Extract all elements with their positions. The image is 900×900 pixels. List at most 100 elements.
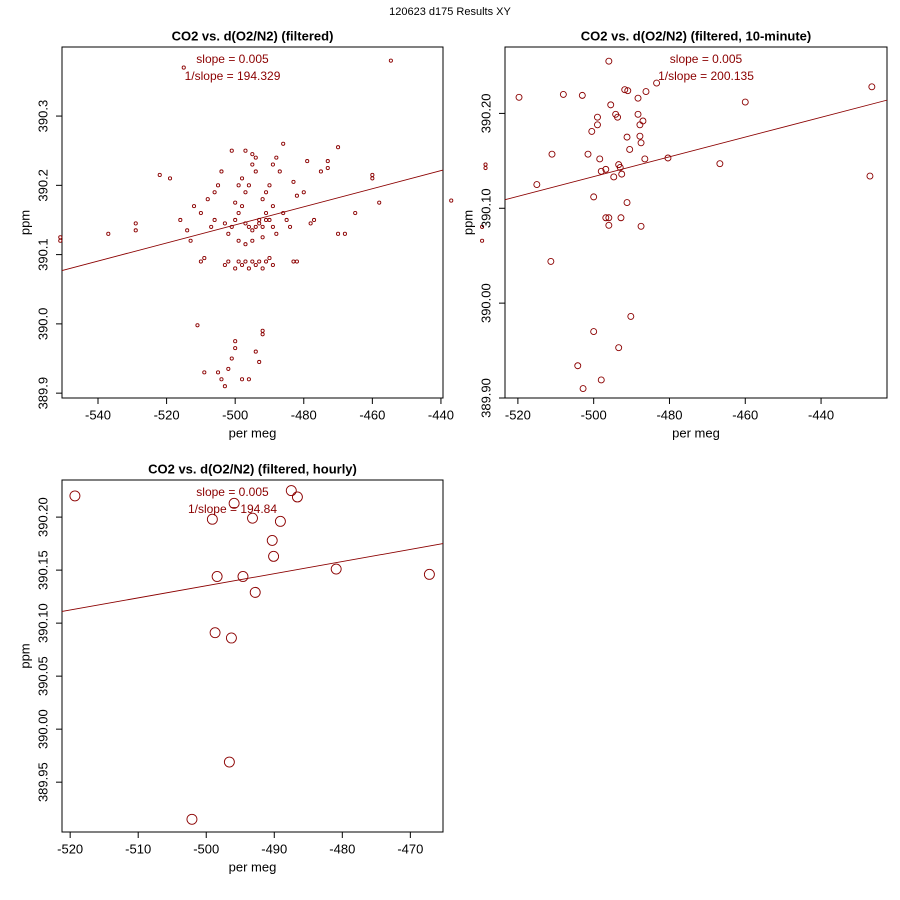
point (263, 210, 269, 216)
point (257, 259, 262, 264)
point (515, 93, 523, 101)
point (637, 139, 645, 147)
point (209, 224, 214, 229)
point (584, 150, 592, 158)
point (480, 224, 485, 229)
point (594, 113, 601, 121)
point (574, 362, 582, 370)
y-tick-label: 390.10 (35, 603, 50, 643)
point (181, 65, 186, 70)
point (483, 162, 488, 167)
x-tick-label: -460 (359, 407, 385, 422)
point (233, 217, 238, 223)
point (626, 146, 634, 153)
x-tick-label: -470 (397, 841, 423, 856)
point (226, 231, 231, 236)
point (301, 190, 306, 195)
point (223, 756, 235, 768)
y-axis-label: ppm (17, 643, 32, 668)
point (133, 221, 138, 226)
y-tick-label: 389.95 (35, 762, 50, 802)
point (250, 162, 255, 167)
point (388, 58, 393, 63)
point (236, 210, 241, 216)
point (294, 193, 299, 198)
point (483, 165, 488, 171)
point (228, 497, 240, 509)
point (578, 91, 586, 99)
point (257, 359, 262, 365)
point (222, 384, 227, 389)
point (605, 214, 613, 222)
point (624, 87, 632, 95)
x-tick-label: -440 (428, 407, 454, 422)
point (325, 165, 330, 171)
point (253, 155, 258, 160)
point (263, 190, 269, 195)
point (308, 221, 313, 226)
y-axis-label: ppm (17, 210, 32, 235)
x-tick-label: -440 (808, 407, 834, 422)
point (219, 169, 224, 174)
point (253, 169, 258, 174)
point (185, 228, 190, 233)
point (305, 159, 310, 164)
y-tick-label: 390.20 (478, 94, 493, 134)
point (291, 491, 303, 503)
point (618, 170, 626, 178)
point (249, 586, 261, 598)
x-axis-label: per meg (229, 425, 277, 440)
point (449, 198, 454, 203)
point (229, 224, 234, 229)
point (621, 86, 629, 94)
point (868, 83, 876, 91)
point (225, 632, 237, 644)
point (325, 159, 330, 164)
point (250, 259, 255, 264)
point (167, 176, 173, 181)
point (627, 312, 635, 320)
point (548, 150, 556, 158)
point (191, 204, 197, 209)
y-tick-label: 390.2 (35, 169, 50, 202)
x-tick-label: -500 (581, 407, 607, 422)
x-tick-label: -500 (193, 841, 219, 856)
point (607, 101, 615, 109)
annotation: 1/slope = 200.135 (658, 69, 754, 83)
point (250, 152, 255, 157)
point (716, 160, 724, 168)
point (215, 183, 221, 188)
point (263, 259, 269, 264)
point (342, 231, 347, 236)
chart-title: CO2 vs. d(O2/N2) (filtered) (172, 28, 334, 43)
point (226, 259, 231, 264)
point (246, 224, 251, 229)
point (610, 173, 618, 181)
point (285, 485, 297, 497)
point (250, 238, 255, 243)
point (260, 328, 265, 333)
point (246, 183, 251, 188)
point (653, 79, 661, 87)
y-axis-label: ppm (460, 210, 475, 235)
point (617, 214, 625, 222)
point (260, 235, 265, 240)
y-tick-label: 390.05 (35, 656, 50, 696)
point (260, 266, 265, 271)
point (614, 113, 622, 121)
y-tick-label: 390.20 (35, 497, 50, 537)
y-tick-label: 390.00 (478, 283, 493, 323)
chart-title: CO2 vs. d(O2/N2) (filtered, hourly) (148, 461, 357, 476)
point (639, 117, 647, 125)
x-tick-label: -500 (222, 407, 248, 422)
point (186, 813, 198, 825)
x-tick-label: -480 (329, 841, 355, 856)
point (260, 224, 265, 229)
point (58, 238, 63, 243)
point (198, 210, 203, 216)
point (605, 221, 613, 229)
point (188, 238, 193, 243)
point (58, 235, 63, 240)
